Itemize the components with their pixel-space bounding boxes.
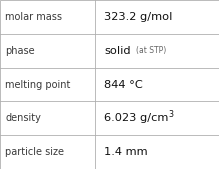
Text: 6.023 g/cm: 6.023 g/cm [104,113,168,123]
Text: (at STP): (at STP) [136,46,166,55]
Text: particle size: particle size [5,147,64,157]
Text: 844 °C: 844 °C [104,79,143,90]
Text: 1.4 mm: 1.4 mm [104,147,148,157]
Text: molar mass: molar mass [5,12,62,22]
Text: 3: 3 [168,110,173,119]
Text: density: density [5,113,41,123]
Text: melting point: melting point [5,79,71,90]
Text: phase: phase [5,46,35,56]
Text: solid: solid [104,46,131,56]
Text: 323.2 g/mol: 323.2 g/mol [104,12,172,22]
